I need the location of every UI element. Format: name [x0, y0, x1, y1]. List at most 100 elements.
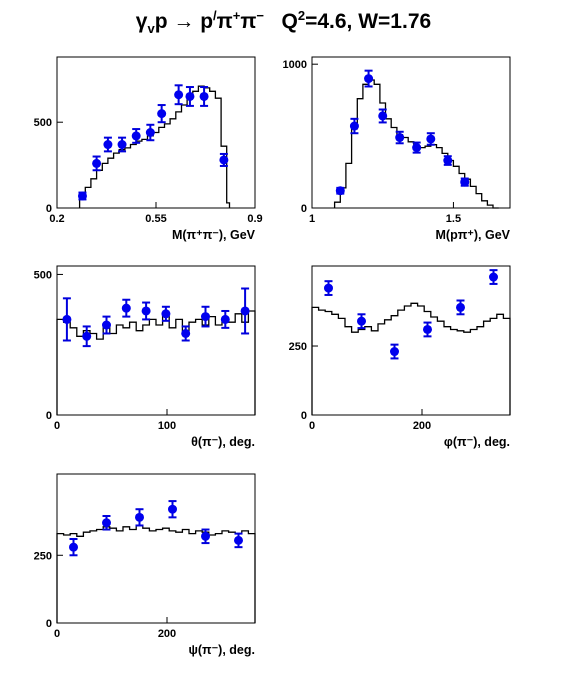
data-point	[443, 155, 453, 166]
data-marker	[62, 314, 72, 324]
data-point	[219, 152, 229, 167]
plot-frame	[311, 265, 511, 416]
x-tick-label: 1	[309, 213, 315, 225]
data-point	[364, 69, 374, 88]
title-pi-minus-sup: −	[256, 8, 265, 23]
data-marker	[102, 518, 111, 528]
data-point	[460, 177, 470, 187]
data-point	[423, 321, 432, 338]
data-marker	[117, 140, 127, 150]
x-tick-label: 200	[413, 420, 431, 432]
panel-3: 0 100 0 500 θ(π⁻), deg.	[34, 265, 256, 449]
data-point	[82, 325, 92, 348]
title-q-sup: 2	[297, 8, 306, 23]
data-marker	[489, 272, 498, 282]
data-point	[324, 280, 333, 296]
model-histogram	[311, 302, 511, 415]
y-tick-label: 0	[301, 410, 307, 422]
data-point	[220, 309, 230, 329]
data-point	[69, 538, 78, 557]
data-point	[62, 297, 72, 342]
title-kinematics: =4.6, W=1.76	[305, 10, 432, 33]
y-tick-label: 500	[34, 269, 52, 281]
data-marker	[121, 303, 131, 313]
data-point	[102, 514, 111, 531]
data-marker	[201, 531, 210, 541]
data-point	[174, 84, 184, 106]
data-point	[395, 130, 405, 145]
data-marker	[443, 156, 453, 166]
data-marker	[456, 302, 465, 312]
data-marker	[199, 91, 209, 101]
x-tick-label: 0	[54, 628, 60, 640]
data-marker	[141, 306, 151, 316]
y-tick-label: 1000	[283, 59, 307, 71]
data-point	[489, 269, 498, 285]
x-axis-label: ψ(π⁻), deg.	[188, 643, 255, 657]
x-tick-label: 0.9	[247, 213, 262, 225]
data-marker	[201, 312, 210, 322]
data-point	[117, 136, 127, 153]
panel-1: 0.2 0.55 0.9 0 500 M(π⁺π⁻), GeV	[34, 56, 263, 242]
data-marker	[181, 328, 191, 338]
title-gamma: γ	[135, 10, 148, 33]
data-marker	[378, 111, 388, 121]
data-marker	[103, 140, 113, 150]
data-point	[201, 528, 210, 545]
y-tick-label: 0	[46, 203, 52, 215]
data-marker	[460, 177, 470, 187]
data-point	[390, 343, 399, 360]
x-tick-label: 0.2	[49, 213, 64, 225]
data-marker	[131, 131, 141, 141]
data-marker	[234, 535, 243, 545]
data-point	[335, 186, 345, 196]
data-point	[103, 136, 113, 153]
data-marker	[161, 309, 171, 319]
data-marker	[357, 316, 366, 326]
y-tick-label: 250	[289, 341, 307, 353]
x-axis-label: θ(π⁻), deg.	[191, 435, 255, 449]
data-point	[378, 108, 388, 124]
plot-frame	[311, 56, 511, 209]
data-point	[357, 313, 366, 330]
y-tick-label: 0	[46, 618, 52, 630]
data-marker	[174, 90, 184, 100]
panel-5: 0 200 0 250 ψ(π⁻), deg.	[34, 473, 256, 657]
data-point	[426, 132, 436, 146]
data-point	[131, 128, 141, 144]
data-point	[92, 155, 102, 172]
x-tick-label: 200	[158, 628, 176, 640]
data-marker	[335, 186, 345, 196]
x-tick-label: 0	[54, 420, 60, 432]
panel-4: 0 200 0 250 φ(π⁻), deg.	[289, 265, 511, 449]
data-marker	[324, 283, 333, 293]
data-point	[77, 191, 87, 201]
data-marker	[426, 134, 436, 144]
plot-frame	[56, 473, 256, 624]
data-point	[234, 532, 243, 549]
data-marker	[185, 91, 195, 101]
model-histogram	[56, 524, 256, 623]
x-axis-label: M(pπ⁺), GeV	[436, 228, 511, 242]
x-tick-label: 1.5	[446, 213, 461, 225]
model-histogram	[78, 85, 231, 208]
data-marker	[157, 109, 167, 119]
y-tick-label: 250	[34, 550, 52, 562]
data-marker	[168, 504, 177, 514]
data-marker	[77, 191, 87, 201]
data-point	[102, 315, 111, 335]
data-point	[121, 298, 131, 318]
data-marker	[395, 133, 405, 143]
data-marker	[423, 324, 432, 334]
x-tick-label: 100	[158, 420, 176, 432]
title-pi-plus: π	[216, 10, 233, 33]
y-tick-label: 500	[34, 117, 52, 129]
data-marker	[390, 347, 399, 357]
data-point	[181, 325, 191, 342]
data-marker	[220, 314, 230, 324]
data-marker	[102, 320, 111, 330]
data-marker	[145, 128, 155, 137]
data-marker	[412, 143, 422, 153]
title-q: Q	[264, 10, 298, 33]
